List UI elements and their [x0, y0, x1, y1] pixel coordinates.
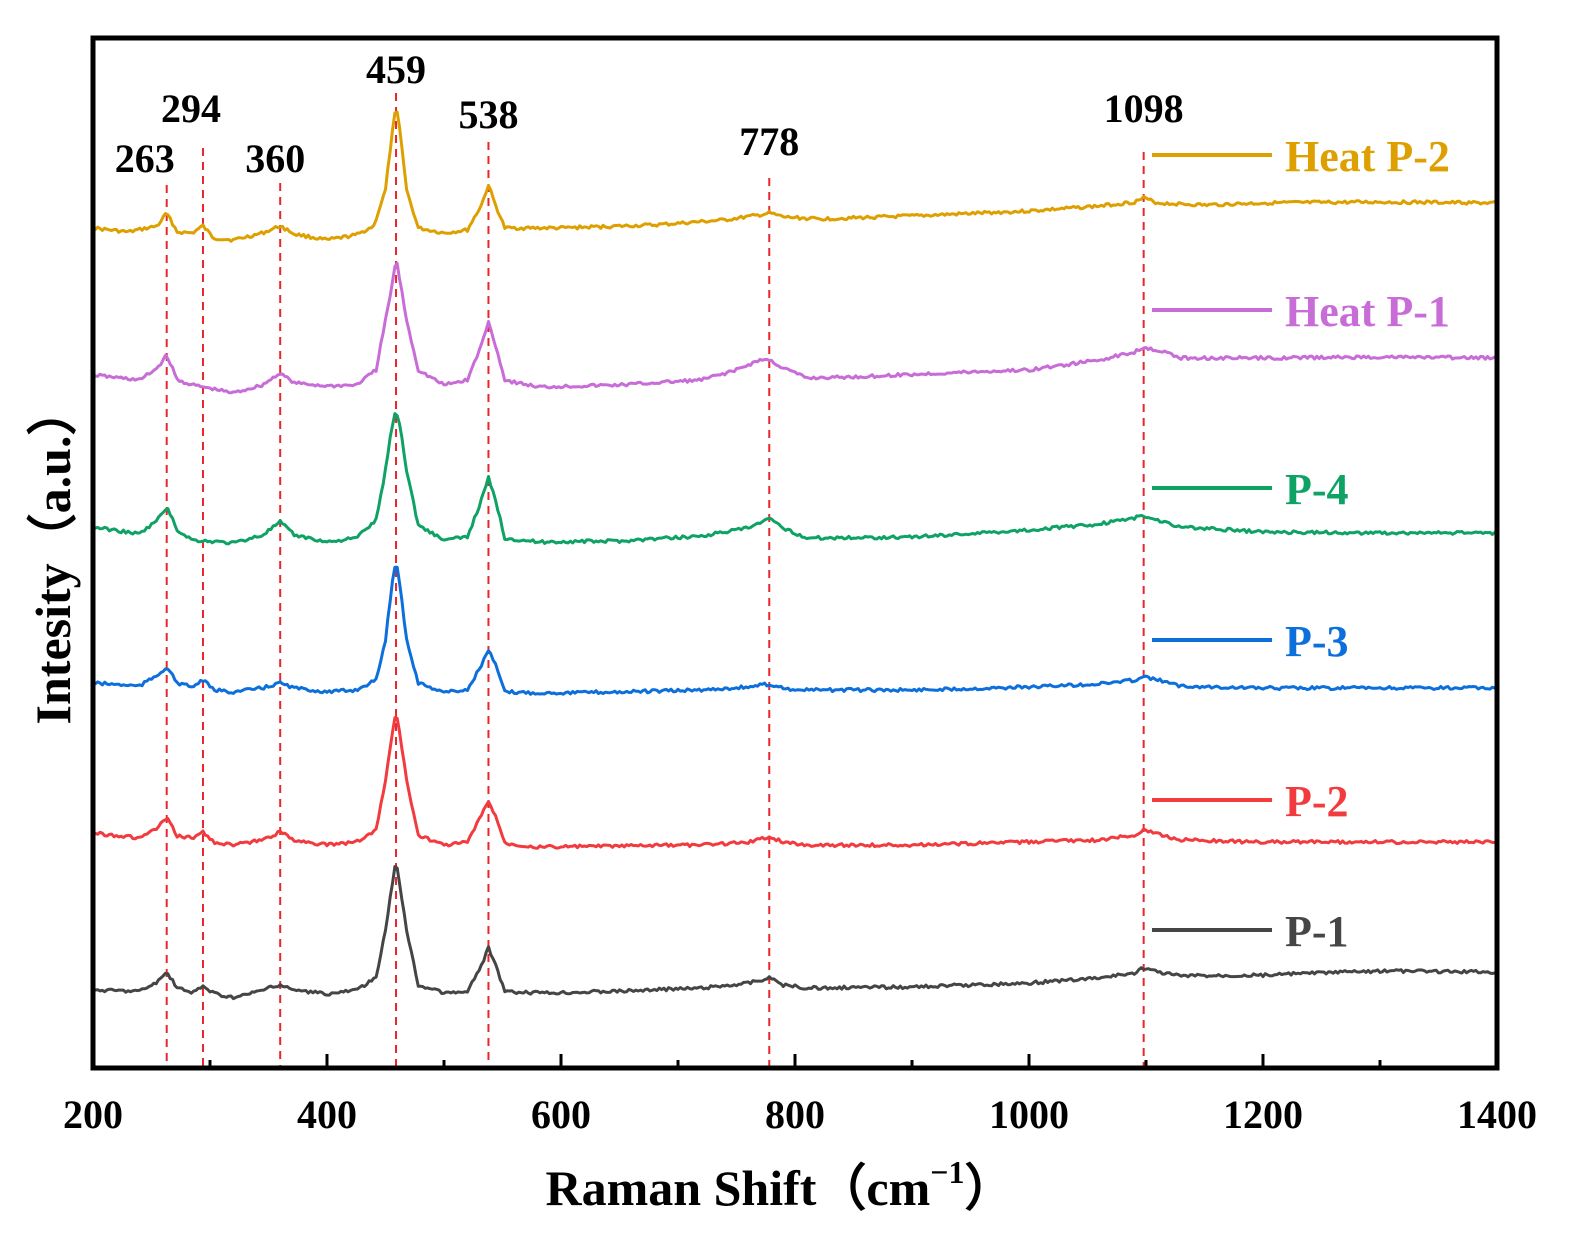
series-line-p-2 — [92, 716, 1498, 850]
y-axis-title: Intesity（a.u.） — [25, 386, 81, 725]
legend-label-p-3: P-3 — [1285, 617, 1349, 666]
x-tick-label-800: 800 — [765, 1092, 825, 1137]
legend-label-p-2: P-2 — [1285, 777, 1349, 826]
x-axis-title-exponent: −1 — [930, 1154, 964, 1190]
series-line-p-4 — [92, 412, 1498, 546]
legend-label-heat-p-2: Heat P-2 — [1285, 132, 1450, 181]
x-axis-title-main: Raman Shift — [546, 1160, 817, 1216]
x-axis-title: Raman Shift（cm−1） — [546, 1154, 1015, 1216]
series-line-heat-p-1 — [91, 261, 1498, 395]
peak-label-294: 294 — [161, 86, 221, 131]
legend: Heat P-2 Heat P-1 P-4 P-3 P-2 P-1 — [1152, 132, 1450, 956]
series-group — [91, 110, 1498, 1001]
series-line-p-1 — [92, 865, 1498, 1001]
peak-label-538: 538 — [458, 92, 518, 137]
peak-label-778: 778 — [739, 119, 799, 164]
series-line-heat-p-2 — [92, 110, 1497, 243]
x-tick-label-1200: 1200 — [1223, 1092, 1303, 1137]
x-tick-label-1000: 1000 — [989, 1092, 1069, 1137]
x-tick-label-200: 200 — [63, 1092, 123, 1137]
series-line-p-3 — [92, 565, 1498, 696]
x-axis: 200 400 600 800 1000 1200 1400 — [63, 1054, 1537, 1137]
peak-label-360: 360 — [245, 136, 305, 181]
peak-label-459: 459 — [366, 47, 426, 92]
legend-label-heat-p-1: Heat P-1 — [1285, 287, 1450, 336]
x-tick-label-600: 600 — [531, 1092, 591, 1137]
peak-reference-lines: 263 294 360 459 538 778 1098 — [115, 47, 1184, 1068]
x-tick-label-1400: 1400 — [1457, 1092, 1537, 1137]
x-tick-label-400: 400 — [297, 1092, 357, 1137]
legend-label-p-1: P-1 — [1285, 907, 1349, 956]
peak-label-1098: 1098 — [1104, 86, 1184, 131]
peak-label-263: 263 — [115, 136, 175, 181]
x-axis-title-close: ） — [964, 1160, 1014, 1216]
legend-label-p-4: P-4 — [1285, 465, 1349, 514]
x-axis-title-unit: （cm — [816, 1160, 930, 1216]
